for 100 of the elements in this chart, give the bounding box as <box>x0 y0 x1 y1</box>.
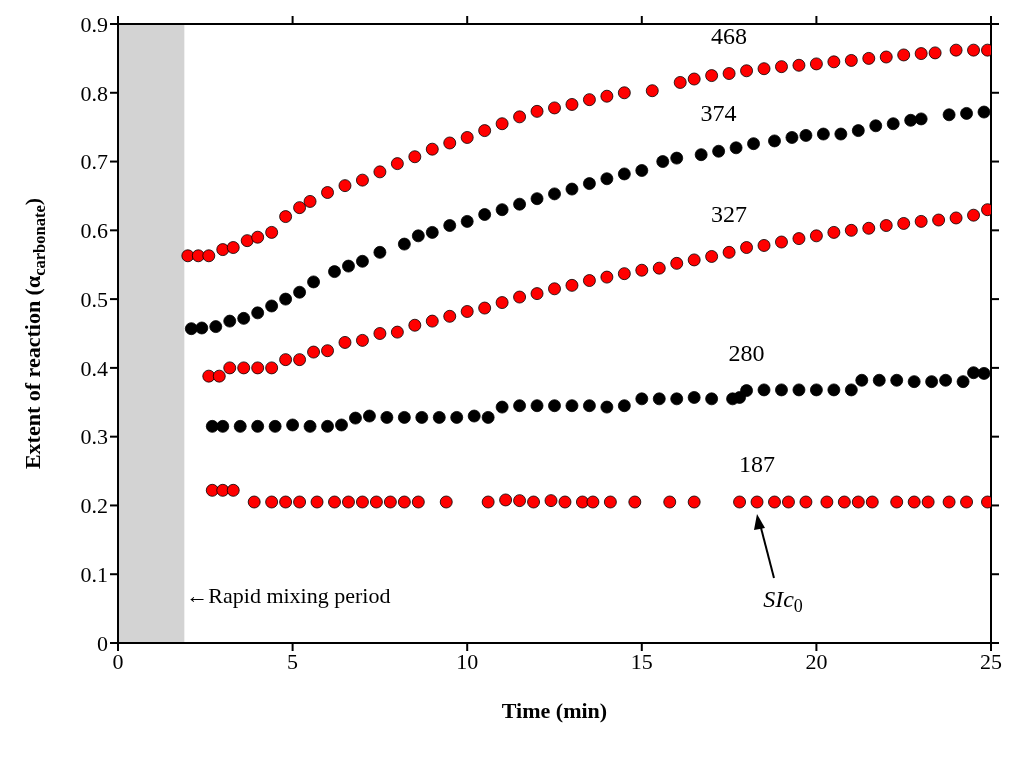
point <box>925 375 939 389</box>
point <box>356 173 369 187</box>
point <box>565 182 579 196</box>
point <box>890 373 904 387</box>
x-tick-label: 20 <box>805 648 828 674</box>
point <box>293 285 306 299</box>
point <box>694 148 708 162</box>
point <box>729 141 743 155</box>
point <box>356 333 369 347</box>
point <box>499 493 513 507</box>
point <box>687 253 701 267</box>
point <box>705 69 719 82</box>
point <box>586 495 600 509</box>
point <box>977 366 991 380</box>
point <box>673 76 687 89</box>
point <box>411 495 425 509</box>
point <box>914 112 928 126</box>
point <box>443 136 457 150</box>
point <box>617 86 631 100</box>
point <box>740 384 753 397</box>
point <box>202 369 216 383</box>
point <box>810 383 823 397</box>
point <box>879 219 893 232</box>
point <box>335 418 348 432</box>
point <box>617 399 631 413</box>
point <box>495 203 509 217</box>
point <box>251 306 265 320</box>
point <box>390 157 404 171</box>
point <box>530 192 544 206</box>
point <box>349 411 362 425</box>
point <box>265 226 279 239</box>
point <box>307 345 320 359</box>
series-label: 468 <box>711 22 748 49</box>
point <box>373 245 387 259</box>
point <box>670 392 684 406</box>
point <box>600 270 614 284</box>
point <box>321 419 334 433</box>
point <box>181 249 195 263</box>
y-tick-label: 0.1 <box>80 562 108 588</box>
point <box>733 495 746 509</box>
point <box>212 369 226 383</box>
point <box>303 419 317 433</box>
y-tick-label: 0.2 <box>80 493 108 519</box>
point <box>460 214 474 228</box>
point <box>757 383 771 397</box>
point <box>837 495 851 509</box>
point <box>768 134 781 148</box>
point <box>380 411 394 424</box>
point <box>202 249 216 263</box>
point <box>907 495 921 509</box>
point <box>467 409 481 423</box>
point <box>872 373 886 387</box>
point <box>827 226 841 239</box>
point <box>205 483 219 497</box>
point <box>949 211 963 225</box>
point <box>851 124 865 138</box>
point <box>548 101 561 115</box>
point <box>527 495 540 509</box>
point <box>844 223 858 237</box>
point <box>205 419 219 433</box>
y-tick-label: 0.3 <box>80 424 108 450</box>
point <box>782 495 795 509</box>
point <box>928 46 942 60</box>
point <box>939 373 952 387</box>
series-label: 374 <box>700 100 737 127</box>
point <box>799 495 813 509</box>
point <box>191 249 205 263</box>
point <box>645 84 659 98</box>
point <box>530 104 544 118</box>
point <box>705 392 719 406</box>
point <box>460 305 474 318</box>
point <box>209 320 223 334</box>
point <box>844 54 858 67</box>
x-tick-label: 15 <box>630 648 653 674</box>
point <box>712 144 726 158</box>
point <box>757 62 771 76</box>
series-label: 187 <box>739 451 776 478</box>
point <box>216 483 230 497</box>
point <box>321 344 334 358</box>
point <box>583 177 596 190</box>
point <box>687 72 701 86</box>
point <box>373 165 387 179</box>
point <box>240 234 254 248</box>
y-tick-label: 0.4 <box>80 355 108 381</box>
point <box>827 55 841 69</box>
point <box>583 93 596 107</box>
point <box>855 373 869 387</box>
point <box>328 495 341 509</box>
point <box>265 361 279 375</box>
point <box>792 58 806 72</box>
point <box>897 48 911 62</box>
point <box>600 172 614 186</box>
point <box>223 361 237 375</box>
point <box>338 179 352 193</box>
series-label: 280 <box>728 339 765 366</box>
point <box>548 282 561 296</box>
point <box>513 399 526 413</box>
point <box>342 259 355 273</box>
point <box>548 399 561 413</box>
x-tick-label: 5 <box>287 648 299 674</box>
